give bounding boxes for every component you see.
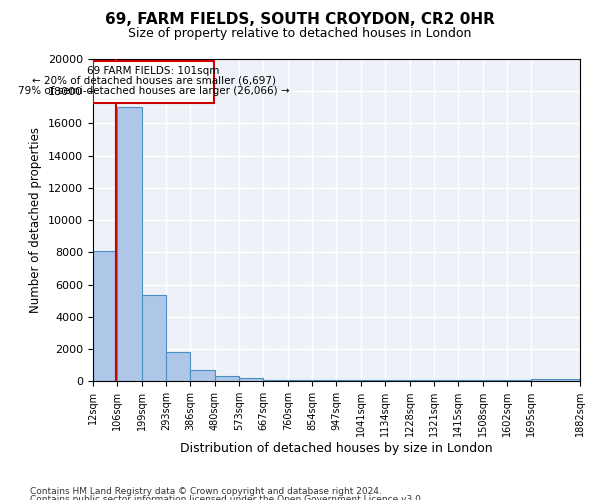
Text: Size of property relative to detached houses in London: Size of property relative to detached ho… [128, 28, 472, 40]
Bar [263, 380, 288, 381]
Bar [482, 380, 507, 381]
Bar [142, 295, 166, 381]
Bar [410, 380, 434, 381]
Bar [337, 380, 361, 381]
Bar [385, 380, 410, 381]
Text: 69 FARM FIELDS: 101sqm: 69 FARM FIELDS: 101sqm [88, 66, 220, 76]
X-axis label: Distribution of detached houses by size in London: Distribution of detached houses by size … [180, 442, 493, 455]
Bar [239, 378, 263, 381]
Bar [361, 380, 385, 381]
Text: 79% of semi-detached houses are larger (26,066) →: 79% of semi-detached houses are larger (… [18, 86, 289, 97]
Bar [215, 376, 239, 381]
Bar [288, 380, 312, 381]
Y-axis label: Number of detached properties: Number of detached properties [29, 127, 43, 313]
Bar [118, 108, 142, 381]
Text: Contains HM Land Registry data © Crown copyright and database right 2024.: Contains HM Land Registry data © Crown c… [30, 488, 382, 496]
Bar [93, 60, 214, 102]
Text: ← 20% of detached houses are smaller (6,697): ← 20% of detached houses are smaller (6,… [32, 76, 275, 86]
Bar [190, 370, 215, 381]
Bar [434, 380, 458, 381]
Bar [507, 380, 531, 381]
Bar [458, 380, 482, 381]
Bar [531, 379, 580, 381]
Bar [312, 380, 337, 381]
Bar [166, 352, 190, 381]
Text: Contains public sector information licensed under the Open Government Licence v3: Contains public sector information licen… [30, 495, 424, 500]
Text: 69, FARM FIELDS, SOUTH CROYDON, CR2 0HR: 69, FARM FIELDS, SOUTH CROYDON, CR2 0HR [105, 12, 495, 28]
Bar [93, 250, 118, 381]
